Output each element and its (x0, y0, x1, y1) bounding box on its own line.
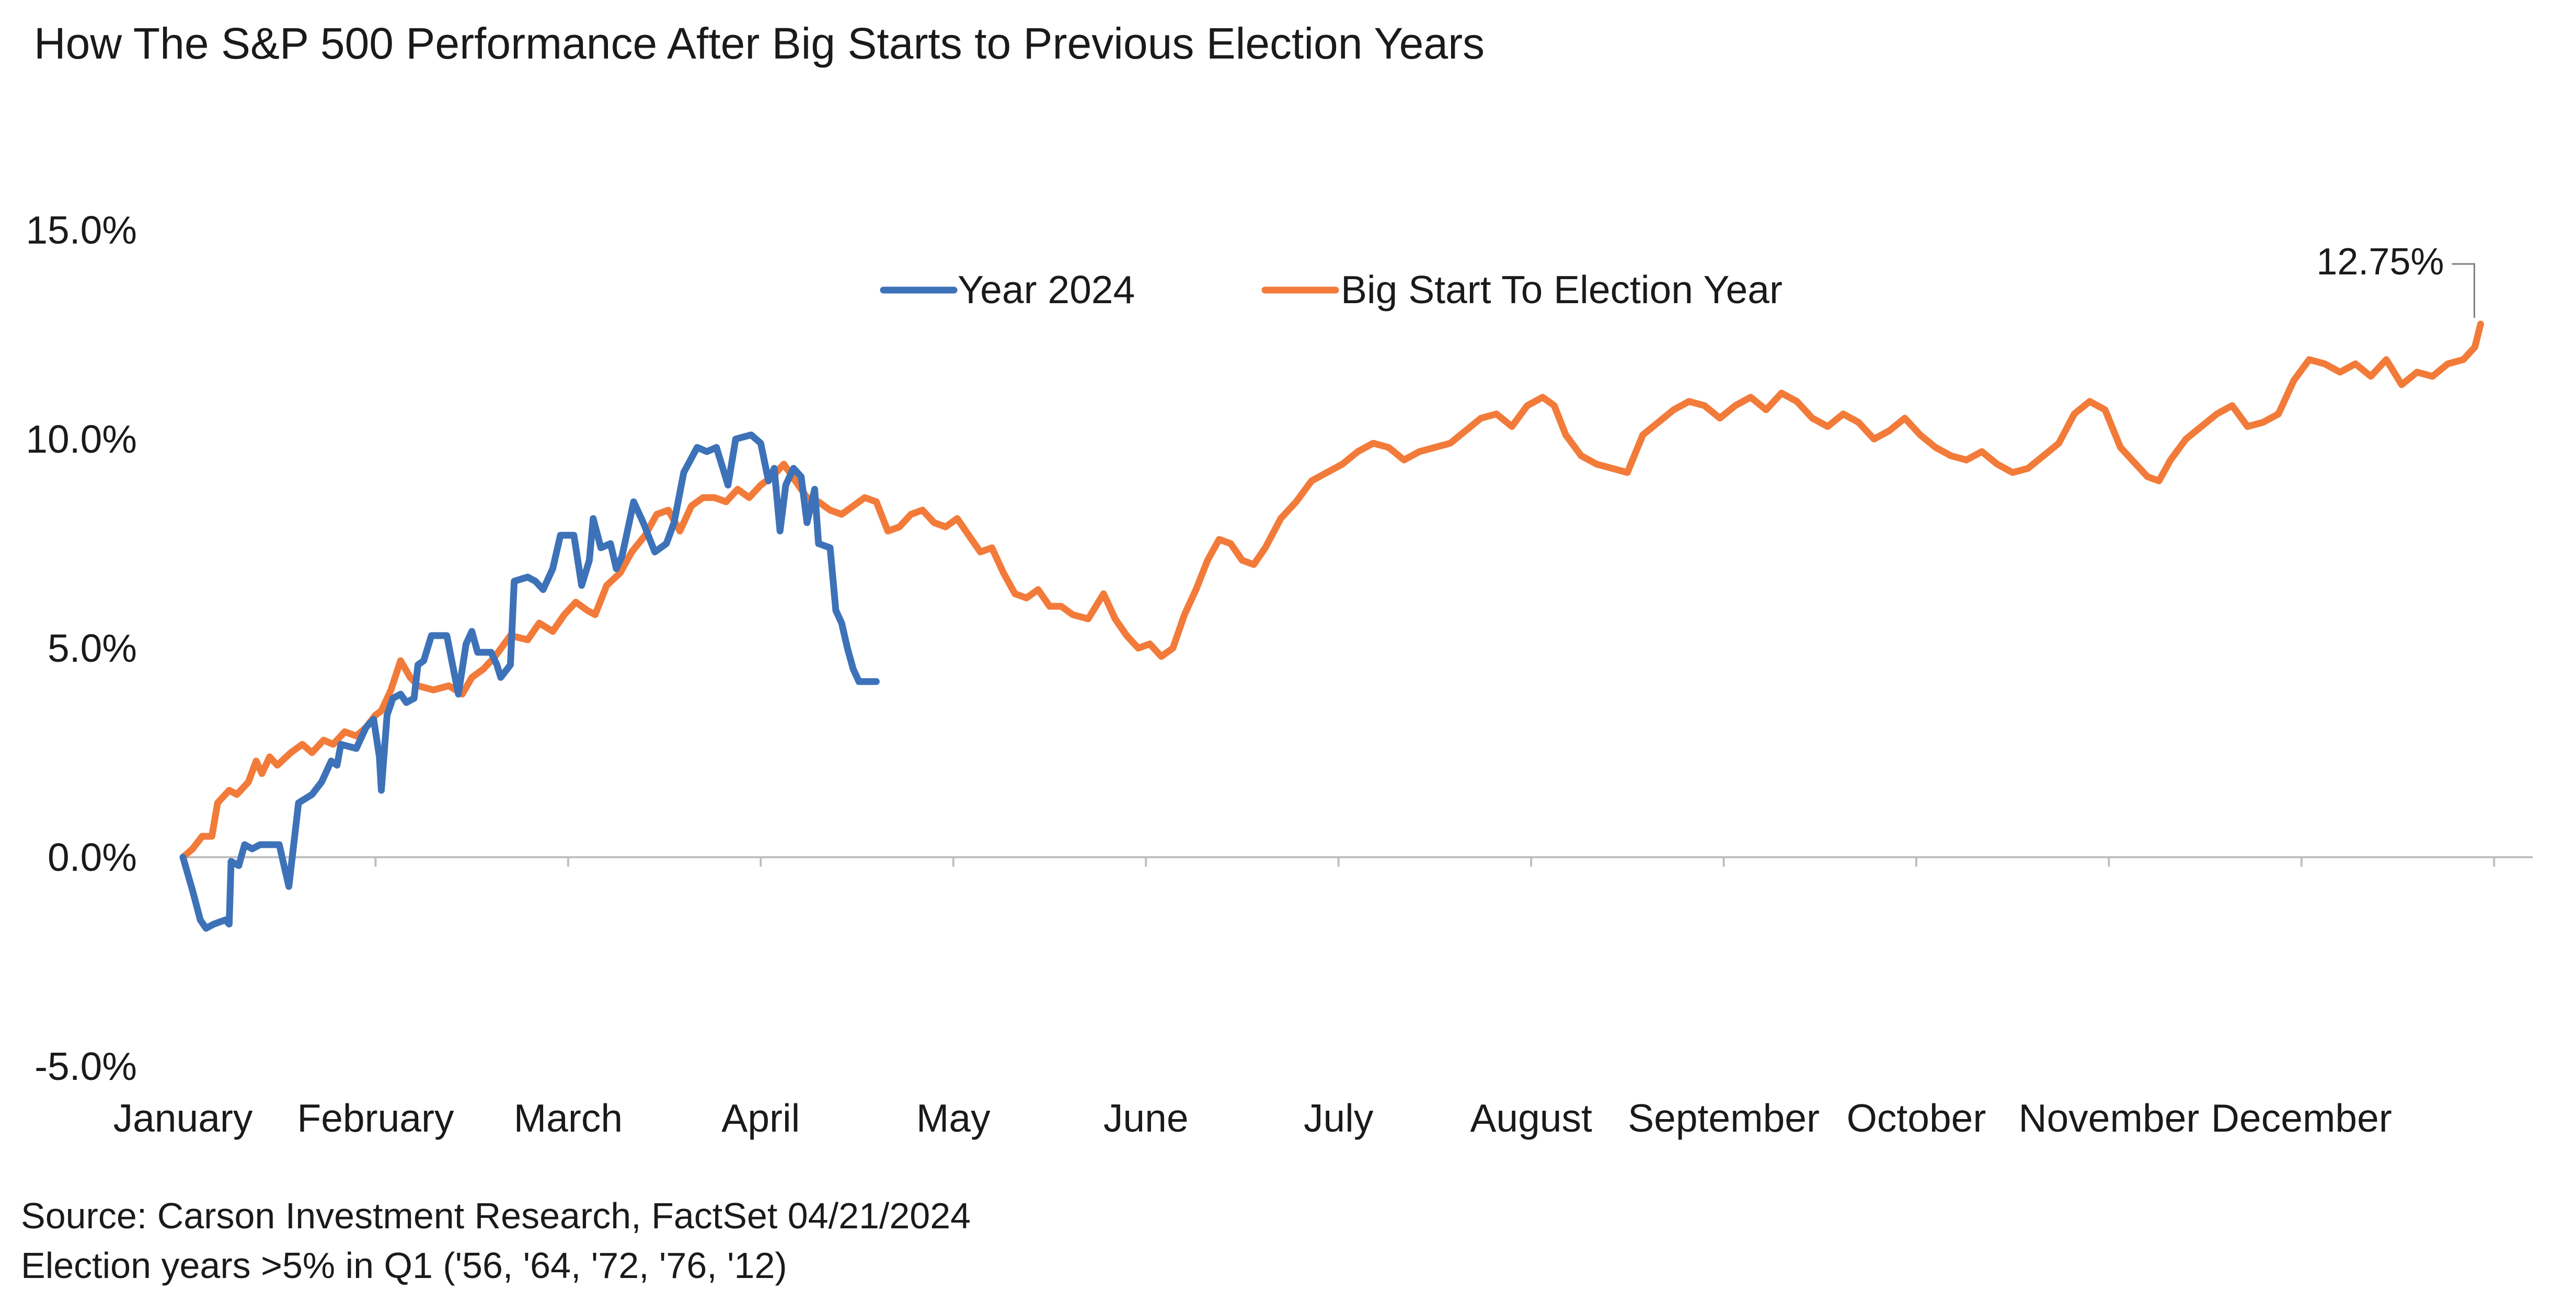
y-tick-label: -5.0% (34, 1044, 137, 1088)
legend: Year 2024 Big Start To Election Year (880, 268, 1782, 312)
x-tick-label: March (514, 1096, 623, 1140)
series-group (179, 320, 2484, 932)
x-tick-label: April (721, 1096, 800, 1140)
x-tick-label: January (113, 1096, 253, 1140)
y-tick-label: 5.0% (48, 626, 137, 670)
legend-label: Year 2024 (958, 268, 1135, 312)
x-tick-label: July (1304, 1096, 1374, 1140)
x-tick-label: February (297, 1096, 454, 1140)
x-tick-label: September (1628, 1096, 1820, 1140)
series-line-big-start-to-election-year (179, 320, 2484, 861)
y-tick-label: 15.0% (26, 208, 137, 252)
x-tick-label: November (2018, 1096, 2199, 1140)
source-note: Source: Carson Investment Research, Fact… (21, 1195, 971, 1236)
x-tick-label: June (1103, 1096, 1189, 1140)
x-tick-label: October (1847, 1096, 1986, 1140)
y-tick-label: 0.0% (48, 835, 137, 879)
x-tick-label: May (916, 1096, 991, 1140)
chart-title: How The S&P 500 Performance After Big St… (34, 19, 1485, 68)
annotation-label: 12.75% (2316, 241, 2444, 283)
annotations: 12.75% (2316, 241, 2476, 318)
x-axis-tick-marks (182, 857, 2496, 867)
y-axis-ticks: 15.0% 10.0% 5.0% 0.0% -5.0% (26, 208, 137, 1088)
election-years-note: Election years >5% in Q1 ('56, '64, '72,… (21, 1245, 787, 1286)
x-tick-label: December (2211, 1096, 2392, 1140)
y-tick-label: 10.0% (26, 417, 137, 461)
legend-label: Big Start To Election Year (1341, 268, 1782, 312)
series-line-year-2024 (179, 431, 880, 932)
x-axis-labels: January February March April May June July Augu… (113, 1096, 2392, 1140)
x-tick-label: August (1470, 1096, 1592, 1140)
annotation-leader-line (2452, 263, 2476, 318)
